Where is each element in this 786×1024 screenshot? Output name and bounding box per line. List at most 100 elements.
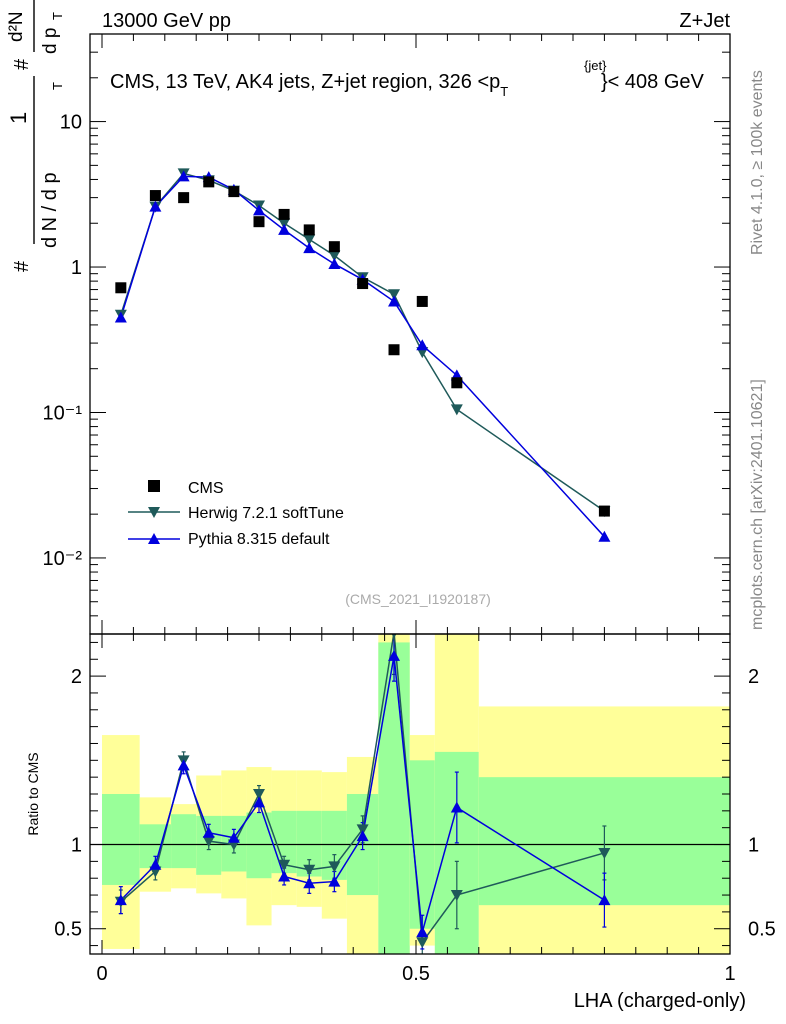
herwig-ratio-point — [328, 861, 341, 873]
pythia-point — [303, 242, 316, 254]
y-label-one: 1 — [6, 112, 31, 124]
cms-point — [228, 186, 240, 198]
pythia-ratio-point — [202, 826, 215, 838]
y-label-dn-dpt: d N / d p — [39, 172, 61, 248]
ratio-y-tick-label-left-2: 2 — [71, 666, 82, 688]
cms-point — [303, 224, 315, 236]
legend: CMS Herwig 7.2.1 softTune Pythia 8.315 d… — [128, 480, 344, 548]
y-axis-label: # 1 d N / d p T # d²N d p T dλ — [6, 0, 65, 272]
y-label-hash-2: # — [11, 58, 33, 70]
pythia-ratio-point — [356, 830, 369, 842]
herwig-ratio-point — [253, 789, 265, 800]
x-tick-label-2: 1 — [724, 963, 735, 985]
herwig-ratio-point — [202, 836, 215, 848]
y-label-hash-1: # — [11, 260, 33, 272]
cms-point — [451, 377, 463, 389]
pythia-point — [177, 170, 190, 182]
herwig-point — [328, 250, 341, 262]
cms-point — [115, 282, 127, 294]
cms-point — [357, 278, 369, 290]
herwig-ratio-point — [598, 847, 611, 859]
pythia-ratio-point — [388, 649, 401, 661]
ratio-y-tick-label-right-0: 0.5 — [748, 919, 776, 941]
legend-pythia-label: Pythia 8.315 default — [188, 531, 330, 548]
legend-cms-marker — [148, 480, 160, 492]
pythia-ratio-point — [278, 870, 291, 882]
header-left: 13000 GeV pp — [102, 10, 231, 32]
herwig-ratio-point — [356, 824, 369, 836]
pythia-ratio-point — [328, 875, 341, 887]
band-green-5 — [246, 812, 272, 879]
cms-point — [203, 176, 215, 188]
pythia-ratio-point — [253, 796, 265, 808]
pythia-ratio-line — [120, 655, 605, 933]
herwig-line — [120, 172, 605, 512]
cms-point — [598, 505, 610, 517]
analysis-watermark: (CMS_2021_I1920187) — [345, 591, 491, 607]
chart-title: CMS, 13 TeV, AK4 jets, Z+jet region, 326… — [110, 71, 508, 99]
y-label-d2n: d²N — [6, 11, 27, 42]
x-axis-label: LHA (charged-only) — [574, 990, 746, 1012]
cms-point — [253, 216, 265, 228]
cms-point — [278, 208, 290, 220]
pythia-ratio-point — [114, 894, 127, 906]
herwig-ratio-point — [278, 859, 291, 871]
pythia-ratio-point — [598, 894, 611, 906]
chart-title-main: CMS, 13 TeV, AK4 jets, Z+jet region, 326… — [110, 71, 500, 93]
pythia-point — [416, 339, 429, 351]
legend-pythia-marker — [148, 533, 160, 544]
pythia-ratio-point — [450, 801, 463, 813]
herwig-ratio-point — [303, 864, 316, 876]
y-label-dpt: d p — [40, 28, 61, 54]
pythia-point — [328, 257, 341, 269]
pythia-point — [388, 295, 401, 307]
rivet-label: Rivet 4.1.0, ≥ 100k events — [749, 70, 766, 255]
main-y-tick-label-1: 10⁻¹ — [43, 402, 83, 424]
main-frame — [89, 33, 731, 635]
herwig-point — [450, 404, 463, 416]
main-plot-layer — [114, 168, 611, 542]
band-green-0 — [102, 794, 140, 885]
chart-title-sup: {jet} — [584, 58, 607, 73]
ratio-y-label: Ratio to CMS — [25, 752, 41, 835]
herwig-point — [278, 218, 291, 230]
cms-point — [416, 295, 428, 307]
pythia-ratio-point — [303, 877, 316, 889]
herwig-ratio-point — [416, 937, 429, 949]
pythia-point — [149, 200, 162, 212]
cms-point — [149, 190, 161, 202]
main-y-tick-label-0: 10⁻² — [43, 548, 83, 570]
herwig-point — [388, 289, 401, 301]
ratio-plot-layer — [114, 634, 611, 954]
pythia-point — [278, 223, 291, 235]
pythia-ratio-point — [227, 831, 240, 843]
main-y-tick-label-2: 1 — [71, 257, 82, 279]
cms-point — [328, 241, 340, 253]
herwig-ratio-point — [391, 634, 397, 639]
band-green-10 — [378, 642, 410, 954]
axis-ticks: 0 0.5 1 10⁻² 10⁻¹ 1 10 0.5 0.5 1 1 2 2 — [43, 33, 776, 985]
ratio-y-tick-label-right-1: 1 — [748, 835, 759, 857]
cms-point — [178, 192, 190, 204]
ratio-bands — [102, 634, 730, 954]
ratio-y-tick-label-left-0: 0.5 — [54, 919, 82, 941]
header-right: Z+Jet — [679, 10, 730, 32]
ratio-y-tick-label-left-1: 1 — [71, 835, 82, 857]
pythia-point — [598, 530, 611, 542]
legend-cms-label: CMS — [188, 480, 224, 497]
legend-herwig-label: Herwig 7.2.1 softTune — [188, 505, 344, 522]
pythia-point — [253, 204, 265, 216]
pythia-ratio-point — [416, 926, 429, 938]
pythia-line — [120, 175, 605, 538]
herwig-ratio-point — [450, 890, 463, 902]
pythia-ratio-point — [177, 759, 190, 771]
pythia-point — [114, 311, 127, 323]
y-label-sub-1: T — [50, 82, 65, 90]
band-green-2 — [171, 814, 197, 869]
y-label-sub-2: T — [50, 12, 65, 20]
ratio-y-tick-label-right-2: 2 — [748, 666, 759, 688]
source-label: mcplots.cern.ch [arXiv:2401.10621] — [749, 379, 766, 630]
chart-title-tail: }< 408 GeV — [601, 71, 705, 93]
legend-herwig-marker — [148, 507, 160, 518]
